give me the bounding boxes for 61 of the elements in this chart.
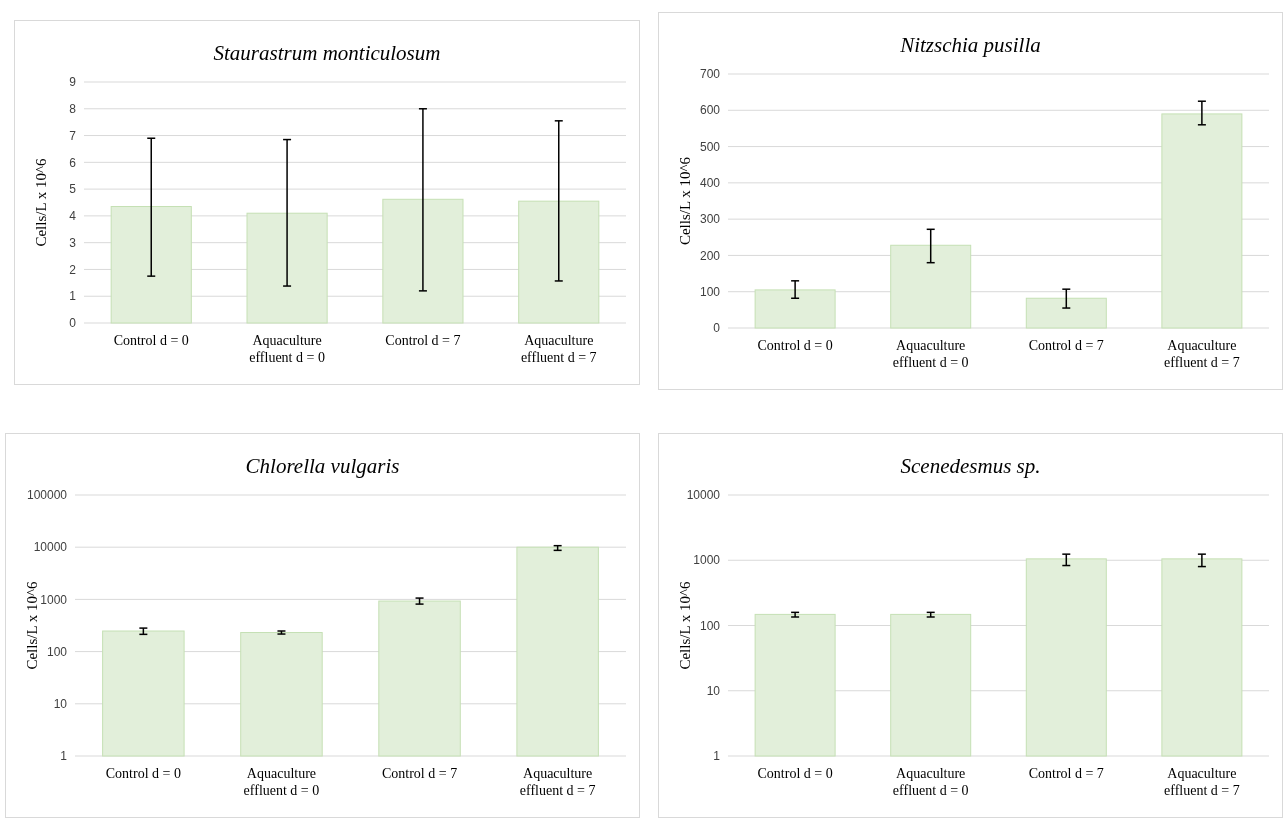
- y-tick-label: 6: [69, 155, 77, 170]
- y-tick-label: 10000: [33, 540, 68, 555]
- bar: [518, 200, 600, 324]
- x-tick-label: Control d = 7: [1028, 766, 1104, 781]
- y-tick-label: 1000: [693, 553, 721, 568]
- x-tick-label: Aquaculture effluent d = 0: [249, 333, 325, 365]
- x-tick-label: Control d = 0: [105, 766, 181, 781]
- y-tick-label: 100000: [26, 488, 68, 503]
- x-tick-label: Aquaculture effluent d = 7: [520, 333, 597, 365]
- y-axis-title: Cells/L x 10^6: [677, 580, 693, 670]
- x-tick-label: Control d = 0: [757, 338, 833, 353]
- bar: [890, 244, 972, 329]
- y-tick-label: 400: [699, 176, 721, 191]
- y-tick-label: 200: [699, 248, 721, 263]
- y-tick-label: 1: [69, 289, 77, 304]
- y-tick-label: 1: [713, 749, 721, 764]
- y-tick-label: 7: [69, 128, 77, 143]
- x-tick-label: Aquaculture effluent d = 7: [1164, 766, 1240, 798]
- y-tick-label: 9: [69, 75, 77, 90]
- y-tick-label: 10: [53, 697, 68, 711]
- x-tick-label: Aquaculture effluent d = 0: [892, 766, 969, 798]
- x-tick-label: Control d = 7: [381, 766, 458, 781]
- y-tick-label: 100: [699, 618, 721, 633]
- bar: [110, 206, 192, 324]
- y-tick-label: 100: [699, 284, 721, 299]
- y-tick-label: 700: [699, 67, 721, 82]
- chart-title: Scenedesmus sp.: [900, 454, 1041, 478]
- y-tick-label: 600: [699, 103, 721, 118]
- y-tick-label: 3: [69, 235, 77, 250]
- x-tick-label: Control d = 7: [385, 333, 461, 348]
- y-tick-label: 10000: [686, 488, 721, 503]
- y-tick-label: 0: [713, 321, 721, 336]
- x-tick-label: Control d = 7: [1028, 338, 1104, 353]
- x-tick-label: Aquaculture effluent d = 0: [243, 766, 320, 798]
- bar: [382, 198, 464, 324]
- y-tick-label: 500: [699, 139, 721, 154]
- chart-title: Staurastrum monticulosum: [213, 41, 441, 65]
- chart-title: Nitzschia pusilla: [899, 33, 1041, 57]
- x-tick-label: Aquaculture effluent d = 7: [519, 766, 596, 798]
- y-tick-label: 1: [60, 749, 68, 764]
- y-tick-label: 1000: [40, 592, 68, 607]
- y-axis-title: Cells/L x 10^6: [24, 580, 40, 670]
- y-tick-label: 8: [69, 101, 77, 116]
- x-tick-label: Control d = 0: [757, 766, 833, 781]
- y-axis-title: Cells/L x 10^6: [33, 157, 49, 247]
- y-tick-label: 300: [699, 212, 721, 227]
- bar: [754, 289, 836, 329]
- y-tick-label: 100: [46, 644, 68, 659]
- x-tick-label: Aquaculture effluent d = 7: [1164, 338, 1240, 370]
- y-tick-label: 10: [706, 683, 721, 698]
- y-tick-label: 5: [69, 182, 77, 197]
- bar: [246, 212, 328, 324]
- x-tick-label: Aquaculture effluent d = 0: [892, 338, 969, 370]
- y-axis-title: Cells/L x 10^6: [677, 156, 693, 246]
- bar: [1161, 113, 1243, 329]
- y-tick-label: 2: [69, 262, 77, 277]
- y-tick-label: 4: [69, 209, 77, 224]
- bar: [1025, 297, 1107, 329]
- chart-title: Chlorella vulgaris: [245, 454, 400, 478]
- x-tick-label: Control d = 0: [113, 333, 189, 348]
- y-tick-label: 0: [69, 316, 77, 331]
